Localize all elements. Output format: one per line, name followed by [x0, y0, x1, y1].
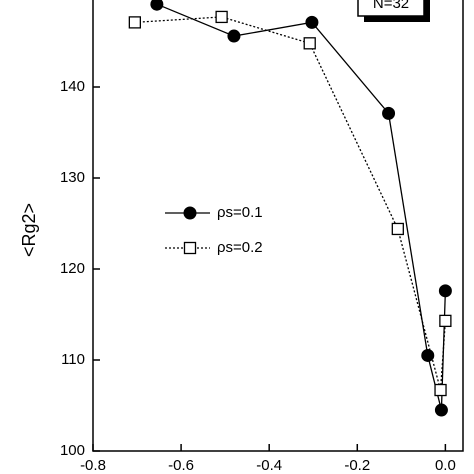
data-point	[438, 284, 452, 298]
y-tick-label: 110	[61, 351, 85, 368]
data-point	[305, 15, 319, 29]
data-point	[382, 106, 396, 120]
x-tick-label: -0.6	[168, 457, 194, 474]
data-point	[434, 403, 448, 417]
legend-label: ρs=0.1	[217, 204, 263, 221]
series-line	[134, 16, 447, 391]
x-tick-label: -0.2	[344, 457, 370, 474]
data-point	[227, 29, 241, 43]
data-point	[128, 16, 141, 29]
data-point	[215, 10, 228, 24]
y-tick-label: 100	[60, 442, 85, 459]
y-tick-label: 130	[60, 169, 85, 186]
x-tick-label: -0.8	[80, 457, 106, 474]
data-point	[421, 348, 435, 362]
y-axis-label: <Rg2>	[19, 203, 39, 257]
annotation-box	[357, 0, 425, 17]
data-point	[439, 314, 452, 328]
y-tick-label: 150	[60, 0, 85, 4]
data-point	[434, 383, 447, 397]
data-point	[391, 222, 404, 236]
annotation: N=32	[373, 0, 409, 12]
legend-marker	[183, 241, 197, 255]
data-point	[150, 0, 164, 11]
x-tick-label: -0.4	[256, 457, 282, 474]
x-tick-label: 0.0	[435, 457, 456, 474]
plot-frame	[92, 0, 464, 452]
legend-label: ρs=0.2	[217, 239, 263, 256]
y-tick-label: 120	[60, 260, 85, 277]
data-point	[303, 37, 316, 50]
legend-marker	[183, 206, 197, 220]
y-tick-label: 140	[60, 78, 85, 95]
